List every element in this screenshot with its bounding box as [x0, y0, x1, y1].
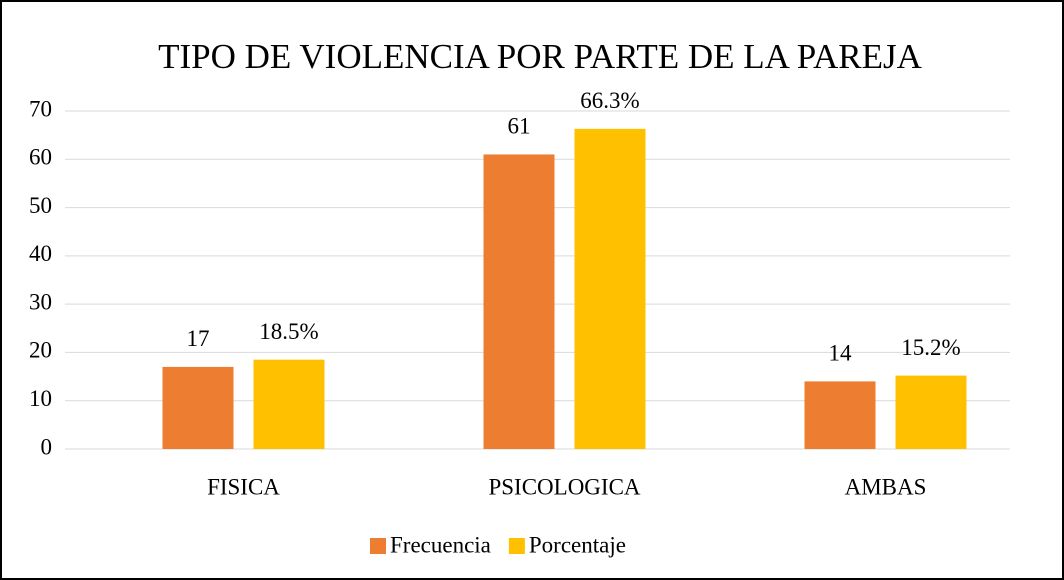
x-tick-label: FISICA	[207, 474, 280, 499]
y-tick-label: 30	[29, 289, 52, 314]
y-tick-label: 10	[29, 386, 52, 411]
bar	[895, 375, 967, 449]
x-tick-label: PSICOLOGICA	[488, 474, 640, 499]
data-label: 17	[187, 326, 210, 351]
bar	[483, 154, 555, 449]
data-label: 15.2%	[901, 335, 960, 360]
data-label: 66.3%	[580, 88, 639, 113]
data-label: 18.5%	[259, 319, 318, 344]
bar	[253, 359, 325, 449]
legend-label: Porcentaje	[529, 532, 626, 557]
y-tick-label: 40	[29, 241, 52, 266]
data-label: 14	[829, 341, 853, 366]
x-tick-label: AMBAS	[845, 474, 927, 499]
legend-label: Frecuencia	[390, 532, 491, 557]
legend-swatch	[508, 538, 525, 554]
y-tick-label: 0	[41, 434, 53, 459]
y-tick-label: 60	[29, 145, 52, 170]
bar	[804, 381, 876, 449]
chart-title: TIPO DE VIOLENCIA POR PARTE DE LA PAREJA	[158, 37, 923, 76]
legend-swatch	[370, 538, 386, 554]
y-tick-label: 50	[29, 193, 52, 218]
data-label: 61	[508, 114, 531, 139]
bar	[574, 128, 646, 449]
bar	[162, 366, 234, 449]
y-tick-label: 20	[29, 338, 52, 363]
y-tick-label: 70	[29, 96, 52, 121]
